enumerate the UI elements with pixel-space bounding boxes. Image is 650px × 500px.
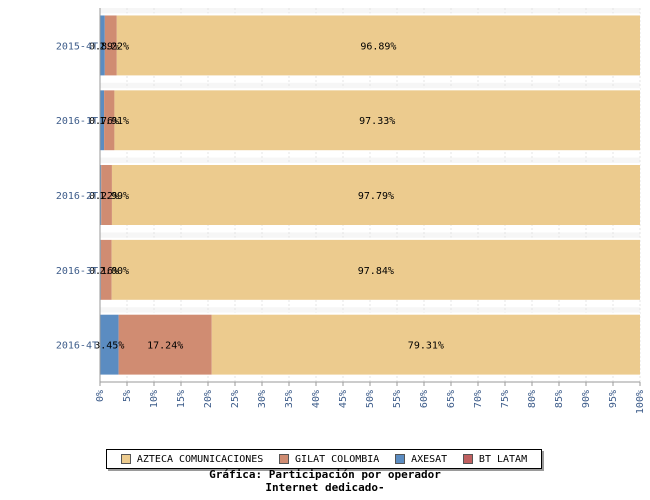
data-label: 79.31%: [408, 341, 444, 352]
bar-azteca-2015-4T: [116, 15, 640, 76]
chart-caption-line2: Internet dedicado-: [265, 481, 385, 494]
x-tick-label: 60%: [419, 390, 430, 408]
bar-gilat-2016-4T: [118, 314, 212, 375]
bar-azteca-2016-2T: [111, 165, 640, 225]
x-tick-label: 5%: [122, 390, 133, 402]
data-label: 17.24%: [147, 341, 183, 352]
category-label: 2015-4T: [56, 41, 98, 52]
bar-azteca-2016-4T: [211, 314, 640, 375]
bar-axesat-2016-2T: [100, 165, 102, 225]
bar-axesat-2015-4T: [100, 15, 105, 76]
legend-label-axesat: AXESAT: [411, 453, 448, 465]
data-label: 97.33%: [359, 116, 395, 127]
data-label: 96.89%: [360, 41, 396, 52]
category-label: 2016-1T: [56, 116, 98, 127]
x-tick-label: 95%: [608, 390, 619, 408]
category-label: 2016-4T: [56, 341, 98, 352]
category-label: 2016-2T: [56, 191, 98, 202]
legend: AZTECA COMUNICACIONES GILAT COLOMBIA AXE…: [106, 449, 542, 469]
legend-swatch-gilat: [279, 454, 290, 464]
data-label: 0.16%: [89, 266, 119, 277]
bar-azteca-2016-1T: [114, 90, 641, 151]
x-tick-label: 100%: [635, 390, 646, 414]
plot-band: [100, 307, 640, 315]
data-label: 2.22%: [99, 41, 129, 52]
data-label: 97.79%: [358, 191, 394, 202]
data-label: 2.00%: [99, 266, 129, 277]
category-label: 2016-3T: [56, 266, 98, 277]
x-tick-label: 70%: [473, 390, 484, 408]
x-tick-label: 50%: [365, 390, 376, 408]
x-tick-label: 30%: [257, 390, 268, 408]
legend-swatch-azteca: [120, 454, 131, 464]
data-label: 1.91%: [99, 116, 129, 127]
x-tick-label: 10%: [149, 390, 160, 408]
data-label: 0.22%: [89, 191, 119, 202]
legend-item-azteca: AZTECA COMUNICACIONES: [120, 453, 264, 465]
x-tick-label: 25%: [230, 390, 241, 408]
x-tick-label: 75%: [500, 390, 511, 408]
data-label: 1.99%: [99, 191, 129, 202]
x-tick-label: 90%: [581, 390, 592, 408]
data-label: 0.89%: [89, 41, 119, 52]
data-label: 0.76%: [89, 116, 119, 127]
bar-gilat-2015-4T: [104, 15, 117, 76]
legend-item-bt-latam: BT LATAM: [462, 453, 528, 465]
plot-band: [100, 82, 640, 91]
bar-axesat-2016-4T: [100, 314, 119, 375]
x-tick-label: 35%: [284, 390, 295, 408]
legend-label-bt-latam: BT LATAM: [478, 453, 528, 465]
stacked-bar-chart: 0.89%2.22% 96.89% 0.76%1.91% 97.33% 0.22%1.9…: [56, 8, 646, 414]
x-tick-label: 15%: [176, 390, 187, 408]
chart-caption-line1: Gráfica: Participación por operador: [209, 468, 441, 481]
legend-item-gilat: GILAT COLOMBIA: [279, 454, 379, 465]
data-label: 97.84%: [358, 266, 394, 277]
legend-label-gilat: GILAT COLOMBIA: [295, 453, 380, 465]
x-tick-label: 45%: [338, 390, 349, 408]
bar-axesat-2016-1T: [100, 90, 105, 151]
bar-gilat-2016-1T: [104, 90, 115, 151]
x-tick-label: 85%: [554, 390, 565, 408]
bar-azteca-2016-3T: [111, 239, 640, 300]
x-tick-label: 80%: [527, 390, 538, 408]
x-tick-label: 0%: [95, 390, 106, 402]
x-tick-label: 20%: [203, 390, 214, 408]
legend-swatch-bt-latam: [462, 454, 473, 464]
bar-gilat-2016-3T: [100, 239, 112, 300]
data-label: 3.45%: [94, 341, 124, 352]
legend-swatch-axesat: [395, 454, 406, 464]
legend-label-azteca: AZTECA COMUNICACIONES: [136, 453, 264, 465]
legend-item-axesat: AXESAT: [395, 454, 447, 465]
x-tick-label: 40%: [311, 390, 322, 408]
plot-band: [100, 8, 640, 16]
bar-gilat-2016-2T: [101, 165, 112, 225]
x-tick-label: 55%: [392, 390, 403, 408]
x-tick-label: 65%: [446, 390, 457, 408]
